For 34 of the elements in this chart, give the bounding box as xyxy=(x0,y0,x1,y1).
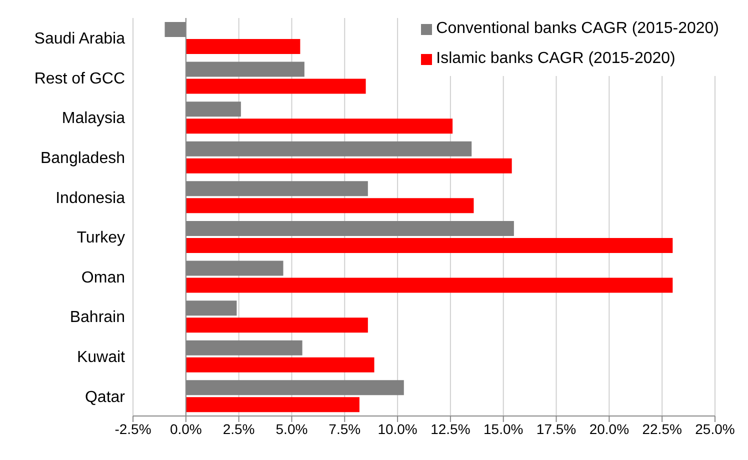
legend-label: Islamic banks CAGR (2015-2020) xyxy=(436,49,676,69)
y-tick-label: Rest of GCC xyxy=(34,70,125,88)
bar xyxy=(186,397,360,412)
x-tick-label: 2.5% xyxy=(222,420,255,437)
x-tick-label: 10.0% xyxy=(378,420,418,437)
bar xyxy=(186,357,374,372)
y-tick-label: Malaysia xyxy=(62,110,126,128)
bar xyxy=(186,158,512,174)
y-tick-label: Oman xyxy=(81,269,125,286)
bar xyxy=(186,38,300,54)
y-tick-label: Bangladesh xyxy=(40,150,125,167)
y-tick-label: Turkey xyxy=(76,230,125,247)
y-tick-label: Bahrain xyxy=(70,309,125,326)
y-tick-label: Saudi Arabia xyxy=(34,30,126,48)
x-tick-label: 5.0% xyxy=(276,420,308,437)
x-tick-label: 22.5% xyxy=(642,420,682,437)
legend-label: Conventional banks CAGR (2015-2020) xyxy=(436,19,719,39)
x-tick-label: 15.0% xyxy=(484,420,524,437)
y-tick-label: Kuwait xyxy=(76,348,126,366)
bar xyxy=(186,238,673,253)
bar xyxy=(186,278,673,293)
x-tick-label: -2.5% xyxy=(114,420,152,437)
x-tick-label: 20.0% xyxy=(589,420,630,437)
y-tick-label: Indonesia xyxy=(56,190,126,207)
x-tick-label: 12.5% xyxy=(430,420,470,437)
x-tick-label: 7.5% xyxy=(328,420,361,437)
y-tick-label: Qatar xyxy=(84,388,126,406)
bar xyxy=(186,318,368,333)
bar xyxy=(186,78,366,94)
x-tick-label: 0.0% xyxy=(170,420,202,437)
x-tick-label: 17.5% xyxy=(536,420,576,437)
bar xyxy=(186,118,453,134)
x-tick-label: 25.0% xyxy=(695,420,735,437)
bar xyxy=(186,198,474,214)
